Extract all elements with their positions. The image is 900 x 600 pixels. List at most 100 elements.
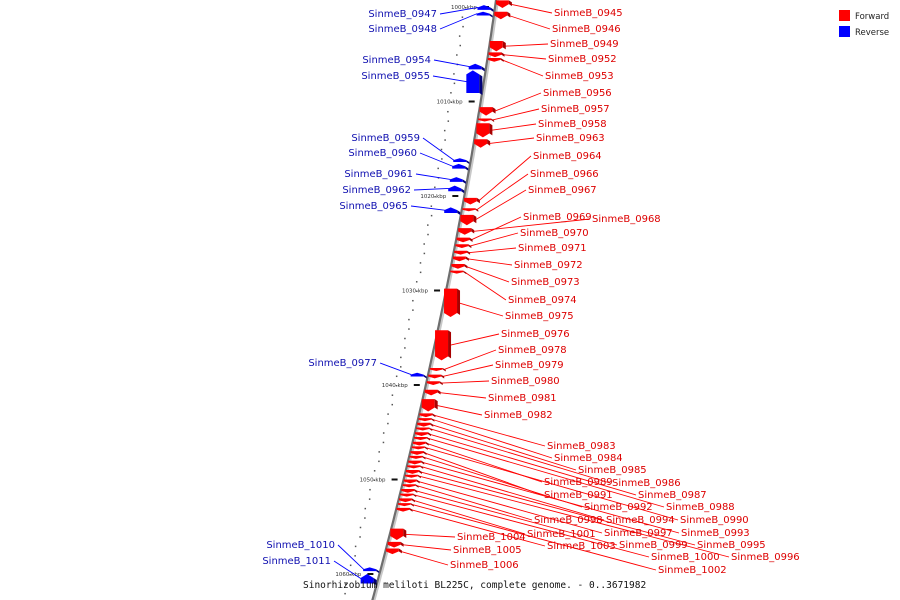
forward-gene-label: SinmeB_0975	[505, 311, 574, 322]
forward-gene-label: SinmeB_1000	[651, 552, 720, 563]
minor-tick	[344, 583, 347, 585]
forward-gene-arrow	[418, 418, 435, 422]
forward-gene-label: SinmeB_0952	[548, 54, 617, 65]
forward-gene-arrow	[435, 330, 452, 361]
minor-tick	[354, 555, 356, 557]
forward-leader-line	[410, 509, 546, 547]
minor-tick	[441, 158, 443, 160]
tick-label: 1000 kbp	[451, 5, 477, 11]
forward-leader-line	[458, 302, 504, 317]
forward-leader-line	[432, 419, 553, 459]
forward-leader-line	[404, 533, 456, 538]
forward-gene-label: SinmeB_0994	[606, 515, 675, 526]
forward-gene-arrow	[451, 264, 468, 269]
reverse-leader-line	[419, 152, 453, 167]
forward-leader-line	[490, 123, 537, 131]
forward-gene-arrow	[416, 427, 433, 432]
legend: Forward Reverse	[839, 10, 889, 38]
forward-gene-label: SinmeB_0989	[544, 477, 613, 488]
forward-leader-line	[436, 404, 483, 416]
forward-gene-label: SinmeB_0949	[550, 39, 619, 50]
forward-gene-label: SinmeB_0992	[584, 502, 653, 513]
minor-tick	[359, 536, 361, 538]
forward-leader-line	[510, 3, 553, 14]
minor-tick	[447, 110, 449, 113]
tick-label: 1060 kbp	[335, 572, 361, 578]
minor-tick	[400, 356, 402, 359]
minor-tick	[400, 366, 402, 368]
forward-leader-line	[470, 216, 522, 241]
minor-tick	[359, 526, 362, 529]
forward-gene-label: SinmeB_0987	[638, 490, 707, 501]
forward-gene-arrow	[455, 244, 472, 249]
forward-gene-label: SinmeB_0953	[545, 71, 614, 82]
minor-tick	[373, 479, 376, 481]
forward-gene-arrow	[458, 228, 475, 235]
minor-tick	[423, 243, 425, 245]
minor-tick	[354, 545, 357, 548]
label-leader-lines	[333, 3, 730, 580]
forward-gene-label: SinmeB_0984	[554, 453, 623, 464]
forward-leader-line	[502, 59, 544, 77]
forward-gene-arrow	[462, 208, 479, 212]
minor-tick	[364, 507, 367, 510]
major-tick	[434, 289, 441, 292]
reverse-gene-arrow	[360, 574, 377, 586]
forward-gene-arrow	[414, 432, 431, 437]
forward-leader-line	[428, 437, 665, 508]
reverse-gene-label: SinmeB_0947	[368, 9, 437, 20]
forward-gene-arrow	[479, 107, 496, 116]
forward-leader-line	[439, 392, 487, 399]
minor-tick	[440, 148, 443, 151]
minor-tick	[349, 574, 351, 576]
minor-tick	[382, 441, 385, 444]
reverse-gene-label: SinmeB_1011	[262, 556, 331, 567]
forward-gene-label: SinmeB_0972	[514, 260, 583, 271]
forward-gene-label: SinmeB_1004	[457, 532, 526, 543]
forward-leader-line	[431, 424, 577, 471]
reverse-leader-line	[422, 137, 455, 161]
forward-gene-label: SinmeB_0980	[491, 376, 560, 387]
minor-tick	[373, 470, 376, 472]
forward-leader-line	[464, 271, 507, 301]
forward-leader-line	[422, 462, 680, 534]
major-tick	[391, 478, 398, 481]
minor-tick	[462, 25, 464, 28]
forward-gene-arrow	[474, 139, 491, 148]
minor-tick	[458, 35, 461, 37]
forward-leader-line	[449, 333, 500, 346]
forward-gene-arrow	[385, 548, 402, 555]
reverse-leader-line	[410, 205, 445, 211]
forward-leader-line	[416, 485, 533, 521]
minor-tick	[364, 517, 366, 519]
reverse-gene-arrow	[466, 70, 483, 95]
minor-tick	[391, 394, 394, 396]
reverse-gene-label: SinmeB_0948	[368, 24, 437, 35]
reverse-gene-arrow	[477, 5, 494, 12]
minor-tick	[412, 299, 414, 302]
forward-gene-label: SinmeB_0985	[578, 465, 647, 476]
forward-leader-line	[488, 137, 535, 144]
forward-gene-arrow	[478, 118, 495, 123]
minor-tick	[419, 271, 422, 274]
forward-gene-arrow	[398, 498, 415, 503]
forward-gene-arrow	[408, 460, 425, 465]
reverse-leader-line	[333, 560, 362, 580]
reverse-gene-arrow	[476, 11, 493, 18]
minor-tick	[443, 129, 446, 132]
forward-gene-arrow	[409, 455, 426, 460]
minor-tick	[378, 451, 380, 453]
forward-gene-arrow	[489, 41, 506, 52]
minor-tick	[430, 205, 433, 207]
minor-tick	[419, 262, 422, 264]
reverse-leader-line	[415, 173, 451, 180]
reverse-leader-line	[433, 59, 470, 67]
forward-gene-arrow	[456, 237, 473, 243]
genome-caption: Sinorhizobium meliloti BL225C, complete …	[303, 580, 646, 591]
reverse-gene-label: SinmeB_0959	[351, 133, 420, 144]
minor-tick	[434, 186, 436, 189]
forward-gene-arrow	[387, 541, 404, 548]
forward-gene-label: SinmeB_1006	[450, 560, 519, 571]
forward-gene-arrow	[429, 367, 446, 372]
forward-gene-label: SinmeB_0973	[511, 277, 580, 288]
